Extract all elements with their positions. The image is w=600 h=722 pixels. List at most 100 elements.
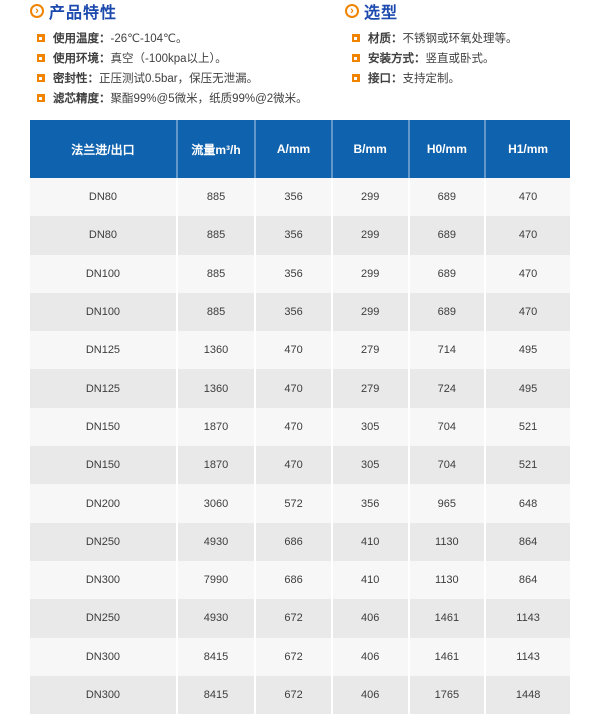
table-row: DN125 1360 470 279 714 495 [30, 331, 570, 370]
feature-value: 正压测试0.5bar，保压无泄漏。 [99, 73, 259, 85]
table-cell: 1461 [408, 599, 487, 638]
table-cell: 648 [485, 484, 570, 523]
table-cell: 965 [408, 484, 487, 523]
table-cell: 672 [255, 599, 333, 638]
table-row: DN300 7990 686 410 1130 864 [30, 560, 570, 600]
table-cell: 1143 [485, 637, 570, 676]
table-cell: 4930 [176, 599, 257, 638]
table-row: DN125 1360 470 279 724 495 [30, 369, 570, 408]
table-cell: 864 [485, 522, 570, 561]
table-cell: 885 [176, 216, 257, 255]
table-cell: 686 [255, 560, 333, 600]
feature-label: 密封性： [53, 73, 99, 85]
feature-label: 滤芯精度： [53, 93, 111, 105]
table-cell: 305 [331, 446, 410, 485]
table-cell: 689 [408, 254, 487, 293]
table-cell: 279 [331, 369, 410, 408]
table-cell: 470 [485, 254, 570, 293]
selection-list: 材质： 不锈钢或环氧处理等。 安装方式： 竖直或卧式。 接口： 支持定制。 [352, 28, 570, 88]
table-cell: 470 [485, 292, 570, 332]
table-cell: DN250 [30, 599, 178, 638]
table-cell: 1360 [176, 369, 257, 408]
feature-label: 材质： [368, 33, 403, 45]
table-cell: 356 [255, 216, 333, 255]
table-cell: 1461 [408, 637, 487, 676]
table-cell: 689 [408, 216, 487, 255]
col-header-h1: H1/mm [485, 120, 570, 178]
table-cell: 356 [255, 254, 333, 293]
table-cell: 299 [331, 216, 410, 255]
feature-label: 使用温度： [53, 33, 111, 45]
feature-label: 接口： [368, 73, 403, 85]
feature-item: 滤芯精度： 聚酯99%@5微米，纸质99%@2微米。 [37, 88, 345, 108]
feature-list: 使用温度： -26℃-104℃。使用环境： 真空（-100kpa以上）。密封性： 正压… [37, 28, 345, 108]
feature-label: 安装方式： [368, 53, 426, 65]
table-cell: 672 [255, 675, 333, 715]
table-cell: DN125 [30, 331, 178, 370]
chevron-circle-icon: › [345, 4, 359, 18]
feature-item: 材质： 不锈钢或环氧处理等。 [352, 28, 570, 48]
section-title-product-features: 产品特性 [49, 5, 118, 22]
table-cell: 864 [485, 560, 570, 600]
table-cell: 470 [255, 369, 333, 408]
bullet-square-icon [37, 94, 45, 102]
table-cell: 3060 [176, 484, 257, 523]
table-cell: DN250 [30, 522, 178, 561]
table-cell: 885 [176, 254, 257, 293]
col-header-a: A/mm [255, 120, 333, 178]
table-cell: 495 [485, 331, 570, 370]
table-cell: 1870 [176, 446, 257, 485]
bullet-square-icon [37, 34, 45, 42]
table-cell: 279 [331, 331, 410, 370]
feature-item: 使用环境： 真空（-100kpa以上）。 [37, 48, 345, 68]
table-row: DN80 885 356 299 689 470 [30, 178, 570, 217]
table-cell: DN150 [30, 446, 178, 485]
table-cell: DN300 [30, 560, 178, 600]
table-cell: 356 [331, 484, 410, 523]
table-row: DN150 1870 470 305 704 521 [30, 407, 570, 447]
section-header: › 产品特性 [30, 2, 345, 22]
section-title-selection: 选型 [364, 5, 399, 22]
table-cell: DN100 [30, 254, 178, 293]
table-row: DN300 8415 672 406 1461 1143 [30, 637, 570, 676]
spec-table-head: 法兰进/出口 流量m³/h A/mm B/mm H0/mm H1/mm [30, 120, 570, 178]
bullet-square-icon [37, 74, 45, 82]
table-row: DN200 3060 572 356 965 648 [30, 484, 570, 523]
table-cell: 356 [255, 178, 333, 217]
col-header-flange: 法兰进/出口 [30, 120, 178, 178]
chevron-circle-icon: › [30, 4, 44, 18]
table-cell: DN100 [30, 292, 178, 332]
table-cell: DN80 [30, 216, 178, 255]
table-cell: 299 [331, 292, 410, 332]
table-cell: 521 [485, 446, 570, 485]
section-product-features: › 产品特性 使用温度： -26℃-104℃。使用环境： 真空（-100kpa以上）… [30, 2, 345, 120]
table-cell: 1130 [408, 522, 487, 561]
col-header-b: B/mm [331, 120, 410, 178]
table-row: DN100 885 356 299 689 470 [30, 292, 570, 332]
section-selection: › 选型 材质： 不锈钢或环氧处理等。 安装方式： 竖直或卧式。 接口： 支持定制。 [345, 2, 570, 120]
col-header-h0: H0/mm [408, 120, 487, 178]
table-cell: 410 [331, 522, 410, 561]
table-row: DN100 885 356 299 689 470 [30, 254, 570, 293]
table-cell: DN150 [30, 407, 178, 447]
table-cell: 299 [331, 178, 410, 217]
feature-value: 支持定制。 [402, 73, 461, 85]
table-cell: DN300 [30, 675, 178, 715]
table-cell: 1130 [408, 560, 487, 600]
table-cell: 724 [408, 369, 487, 408]
table-cell: 8415 [176, 675, 257, 715]
table-cell: 4930 [176, 522, 257, 561]
table-cell: 689 [408, 178, 487, 217]
bullet-square-icon [352, 74, 360, 82]
table-cell: 470 [485, 178, 570, 217]
bullet-square-icon [37, 54, 45, 62]
feature-value: -26℃-104℃。 [110, 33, 188, 45]
table-cell: 1870 [176, 407, 257, 447]
header-row: 法兰进/出口 流量m³/h A/mm B/mm H0/mm H1/mm [30, 120, 570, 178]
spec-table-body: DN80 885 356 299 689 470 DN80 885 356 299 689 470 DN… [30, 178, 570, 715]
table-cell: 470 [255, 407, 333, 447]
table-cell: 356 [255, 292, 333, 332]
feature-label: 使用环境： [53, 53, 111, 65]
table-cell: 495 [485, 369, 570, 408]
